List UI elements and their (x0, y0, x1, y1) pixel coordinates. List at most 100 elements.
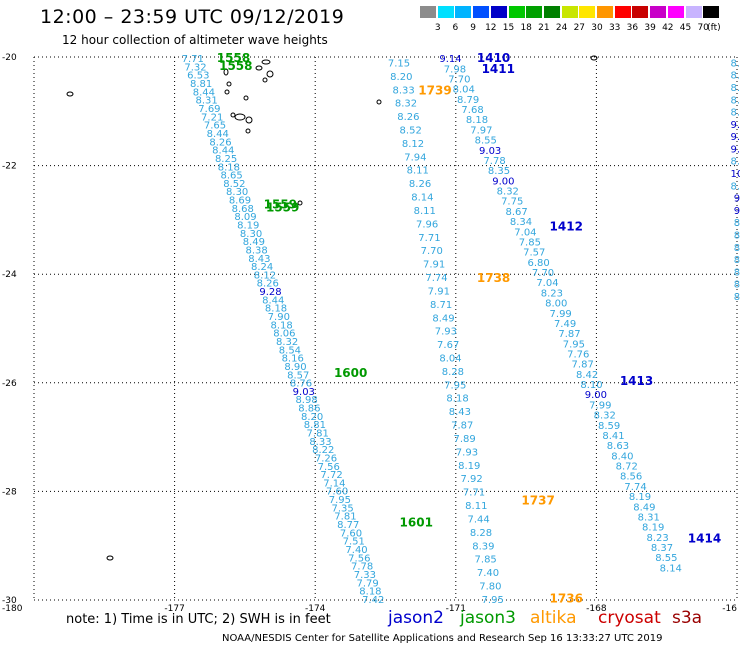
swh-value: 8.26 (409, 179, 431, 190)
swh-value: 8.67 (505, 207, 527, 218)
swh-value: 8.71 (731, 181, 740, 192)
swh-value: 7.44 (468, 514, 490, 525)
swh-value: 8.8 (734, 255, 740, 266)
legend-tick-label: 15 (502, 23, 515, 33)
swh-value: 8.19 (642, 523, 664, 534)
swh-value: 7.69 (198, 104, 220, 115)
swh-value: 8.32 (276, 337, 298, 348)
swh-value: 8.79 (457, 95, 479, 106)
swh-value: 7.74 (624, 482, 646, 493)
swh-value: 8.31 (196, 96, 218, 107)
swh-value: 9.00 (492, 176, 514, 187)
swh-value: 7.65 (204, 121, 226, 132)
swh-value: 8.19 (237, 220, 259, 231)
swh-value: 8.77 (337, 520, 359, 531)
swh-value: 7.85 (519, 237, 541, 248)
swh-value: 8.18 (466, 115, 488, 126)
swh-value: 8.32 (594, 411, 616, 422)
swh-value: 8.49 (633, 502, 655, 513)
swh-value: 8.33 (309, 437, 331, 448)
legend-tick-label: 21 (538, 23, 550, 33)
swh-value: 8.24 (251, 262, 273, 273)
swh-value: 7.95 (444, 380, 466, 391)
swh-value: 7.99 (550, 309, 572, 320)
swh-value: 8.54 (279, 345, 301, 356)
swh-value: 7.14 (323, 478, 345, 489)
lon-axis-label: -168 (586, 604, 607, 614)
swh-value: 7.68 (461, 105, 483, 116)
swh-value: 8.04 (453, 85, 475, 96)
swh-value: 8.44 (262, 295, 284, 306)
swh-value: 7.90 (268, 312, 290, 323)
swh-value: 7.75 (501, 197, 523, 208)
legend-swatch (473, 6, 490, 18)
pass-time-label: 1558 (217, 51, 250, 65)
island-outline (255, 65, 263, 71)
pass-time-label: 1736 (550, 591, 583, 605)
island-outline (261, 59, 271, 65)
swh-value: 8.76 (290, 379, 312, 390)
swh-value: 7.67 (437, 340, 459, 351)
legend-swatch (579, 6, 596, 18)
swh-value: 9.28 (259, 287, 281, 298)
swh-value: 8.37 (651, 543, 673, 554)
swh-value: 8.26 (209, 137, 231, 148)
lat-axis-label: -24 (2, 270, 17, 280)
swh-value: 8.16 (282, 354, 304, 365)
swh-value: 8.19 (458, 461, 480, 472)
pass-time-label: 1739 (418, 84, 451, 98)
swh-value: 7.87 (451, 421, 473, 432)
swh-value: 7.70 (448, 74, 470, 85)
swh-value: 8.43 (731, 58, 740, 69)
lon-axis-label: -171 (446, 604, 466, 614)
swh-value: 7.97 (470, 125, 492, 136)
swh-value: 8.20 (390, 72, 412, 83)
legend-tick-label: 3 (434, 23, 441, 33)
swh-value: 7.85 (475, 555, 497, 566)
pass-time-label: 1600 (334, 366, 367, 380)
pass-time-label: 1738 (477, 271, 510, 285)
swh-value: 8.18 (359, 587, 381, 598)
swh-value: 7.91 (428, 286, 450, 297)
swh-value: 8.06 (273, 329, 295, 340)
swh-value: 8.77 (731, 95, 740, 106)
map-subtitle: 12 hour collection of altimeter wave hei… (62, 33, 328, 47)
swh-value: 8.6 (734, 218, 740, 229)
legend-swatch (526, 6, 543, 18)
swh-value: 8.18 (218, 162, 240, 173)
swh-value: 8.63 (607, 441, 629, 452)
swh-value: 7.04 (514, 227, 536, 238)
swh-value: 7.40 (477, 568, 499, 579)
legend-swatch (455, 6, 472, 18)
swh-value: 8.90 (731, 83, 740, 94)
legend-tick-label: 18 (520, 23, 532, 33)
lon-axis-label: -177 (164, 604, 184, 614)
island-outline (223, 68, 229, 76)
legend-tick-label: 9 (470, 23, 476, 33)
island-outline (224, 89, 230, 95)
pass-time-label: 1413 (620, 374, 653, 388)
swh-value: 9.03 (479, 146, 501, 157)
legend-tick-label: 70 (697, 23, 709, 33)
swh-value: 8.10 (580, 380, 602, 391)
swh-value: 8.19 (629, 492, 651, 503)
swh-value: 9.03 (293, 387, 315, 398)
island-outline (297, 200, 303, 206)
swh-value: 7.32 (184, 62, 206, 73)
swh-value: 7.93 (435, 327, 457, 338)
swh-value: 8.4 (734, 230, 740, 241)
swh-value: 8.42 (576, 370, 598, 381)
legend-jason2: jason2 (388, 608, 444, 628)
swh-value: 7.60 (340, 528, 362, 539)
island-outline (245, 128, 251, 134)
pass-time-label: 1737 (521, 494, 554, 508)
legend-swatch (561, 6, 578, 18)
swh-value: 8.44 (207, 129, 229, 140)
swh-value: 8.18 (270, 320, 292, 331)
swh-value: 7.94 (404, 152, 426, 163)
swh-value: 8.40 (611, 451, 633, 462)
swh-value: 8.60 (731, 157, 740, 168)
pass-time-label: 1412 (550, 219, 583, 233)
lon-axis-label: -180 (2, 604, 23, 614)
swh-value: 8.26 (257, 279, 279, 290)
